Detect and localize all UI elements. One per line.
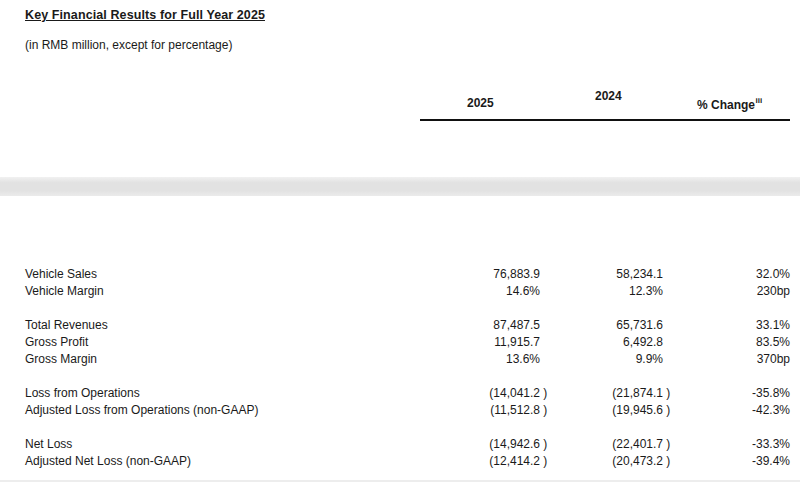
value-percent-change: -42.3%: [752, 402, 790, 419]
value-2024: (21,874.1 ): [612, 385, 663, 402]
value-2024: 58,234.1: [616, 266, 663, 283]
value-percent-change: -39.4%: [752, 453, 790, 470]
table-row: Vehicle Sales 76,883.9 58,234.1 32.0%: [0, 266, 800, 283]
value-percent-change: 33.1%: [756, 317, 790, 334]
value-2025: (11,512.8 ): [490, 402, 540, 419]
value-2025: (14,041.2 ): [489, 385, 540, 402]
value-2024: 9.9%: [636, 351, 663, 368]
table-header-rule: [420, 119, 790, 121]
value-2025: 11,915.7: [494, 334, 540, 351]
value-2025: 87,487.5: [493, 317, 540, 334]
table-row: Gross Profit 11,915.7 6,492.8 83.5%: [0, 334, 800, 351]
value-percent-change: 370bp: [757, 351, 790, 368]
table-row: Adjusted Net Loss (non-GAAP) (12,414.2 )…: [0, 453, 800, 470]
column-header-2025: 2025: [467, 97, 494, 109]
row-spacer: [0, 419, 800, 436]
row-label: Vehicle Sales: [25, 266, 97, 283]
column-header-percent-change: % Changeiii: [697, 99, 762, 111]
row-label: Vehicle Margin: [25, 283, 104, 300]
section-divider-band: [0, 177, 800, 196]
financial-results-table: Vehicle Sales 76,883.9 58,234.1 32.0% Ve…: [0, 266, 800, 470]
table-row: Adjusted Loss from Operations (non-GAAP)…: [0, 402, 800, 419]
row-label: Adjusted Net Loss (non-GAAP): [25, 453, 191, 470]
value-2025: 14.6%: [506, 283, 540, 300]
row-label: Gross Profit: [25, 334, 88, 351]
table-row: Loss from Operations (14,041.2 ) (21,874…: [0, 385, 800, 402]
value-2024: 65,731.6: [616, 317, 663, 334]
footnote-marker: iii: [756, 96, 763, 105]
value-percent-change: -35.8%: [752, 385, 790, 402]
table-row: Vehicle Margin 14.6% 12.3% 230bp: [0, 283, 800, 300]
row-label: Total Revenues: [25, 317, 108, 334]
financial-results-document: Key Financial Results for Full Year 2025…: [0, 0, 800, 482]
table-row: Total Revenues 87,487.5 65,731.6 33.1%: [0, 317, 800, 334]
value-percent-change: 230bp: [757, 283, 790, 300]
row-label: Loss from Operations: [25, 385, 140, 402]
column-header-2024: 2024: [595, 90, 622, 102]
value-2024: 6,492.8: [623, 334, 663, 351]
value-2024: (20,473.2 ): [612, 453, 663, 470]
value-2025: (14,942.6 ): [489, 436, 540, 453]
percent-change-label: % Change: [697, 98, 755, 112]
value-percent-change: -33.3%: [752, 436, 790, 453]
row-spacer: [0, 368, 800, 385]
value-2024: (22,401.7 ): [612, 436, 663, 453]
value-percent-change: 32.0%: [756, 266, 790, 283]
table-row: Gross Margin 13.6% 9.9% 370bp: [0, 351, 800, 368]
value-2024: 12.3%: [629, 283, 663, 300]
page-title: Key Financial Results for Full Year 2025: [25, 8, 265, 22]
value-2025: 13.6%: [506, 351, 540, 368]
row-label: Gross Margin: [25, 351, 97, 368]
value-2025: (12,414.2 ): [489, 453, 540, 470]
value-2025: 76,883.9: [493, 266, 540, 283]
row-label: Net Loss: [25, 436, 72, 453]
value-2024: (19,945.6 ): [612, 402, 663, 419]
value-percent-change: 83.5%: [756, 334, 790, 351]
page-subtitle: (in RMB million, except for percentage): [25, 38, 232, 52]
row-label: Adjusted Loss from Operations (non-GAAP): [25, 402, 258, 419]
table-row: Net Loss (14,942.6 ) (22,401.7 ) -33.3%: [0, 436, 800, 453]
row-spacer: [0, 300, 800, 317]
